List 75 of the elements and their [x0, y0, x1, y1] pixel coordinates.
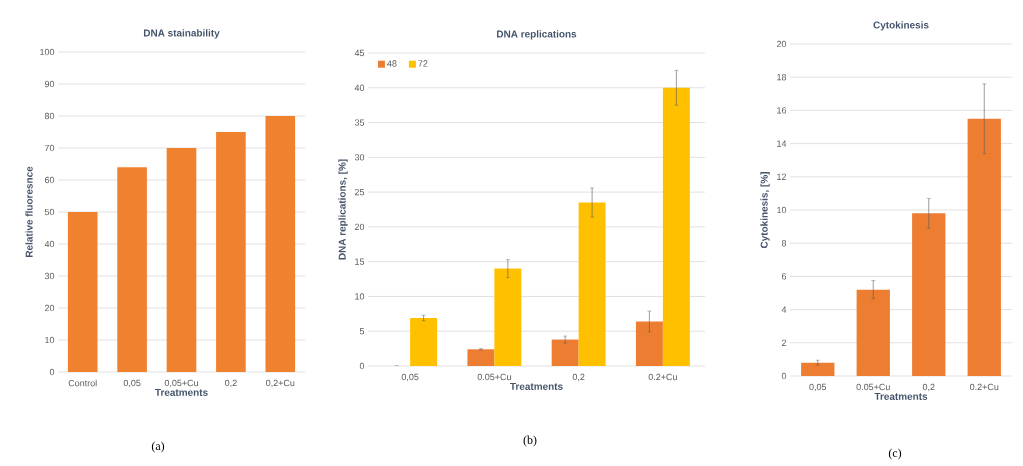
x-tick-label: 0,05	[809, 383, 827, 392]
x-tick-label: 0,05	[401, 373, 419, 382]
x-tick-label: 0.2+Cu	[970, 383, 999, 391]
text: (b)	[523, 435, 537, 447]
y-tick-label: 100	[40, 48, 55, 56]
legend-label: 48	[387, 60, 397, 67]
y-tick-label: 50	[44, 208, 55, 216]
chart-title: DNA replications	[497, 30, 577, 40]
y-tick-label: 90	[44, 80, 55, 88]
bar	[578, 202, 606, 366]
y-tick-label: 10	[777, 206, 787, 214]
y-tick-label: 20	[44, 304, 55, 312]
bar	[117, 167, 147, 372]
x-tick-label: 0.05+Cu	[477, 373, 511, 381]
text: (a)	[151, 441, 165, 453]
y-tick-label: 60	[44, 176, 55, 184]
y-tick-label: 45	[354, 49, 365, 57]
y-tick-label: 10	[45, 336, 55, 344]
bar	[551, 339, 579, 366]
y-axis-title: Relative fluoresnce	[25, 166, 33, 258]
y-tick-label: 30	[44, 272, 55, 280]
bar	[635, 321, 663, 366]
chart-title: Cytokinesis	[873, 21, 929, 31]
bar	[166, 148, 197, 372]
x-tick-label: 0,2	[225, 379, 237, 388]
bar	[216, 132, 246, 372]
bar	[912, 213, 946, 376]
y-tick-label: 15	[355, 258, 365, 265]
bar	[467, 349, 495, 366]
x-axis-title: Treatments	[510, 383, 563, 390]
bar	[67, 212, 98, 372]
x-axis-title: Treatments	[155, 389, 208, 396]
bar	[967, 118, 1001, 376]
y-axis-title: Cytokinesis, [%]	[760, 172, 770, 249]
text: (c)	[888, 448, 902, 460]
x-tick-label: 0.05+Cu	[856, 383, 890, 391]
x-tick-label: Control	[68, 379, 97, 387]
bar	[856, 289, 890, 376]
bar	[801, 362, 835, 376]
x-tick-label: 0,05+Cu	[164, 379, 198, 388]
y-tick-label: 25	[354, 188, 365, 196]
y-tick-label: 6	[781, 273, 787, 280]
y-tick-label: 18	[777, 74, 787, 81]
y-tick-label: 10	[355, 293, 365, 300]
y-tick-label: 20	[776, 40, 787, 48]
y-tick-label: 0	[49, 368, 55, 376]
bar	[662, 87, 690, 366]
x-tick-label: 0.2+Cu	[648, 373, 677, 381]
x-axis-title: Treatments	[874, 393, 928, 400]
x-tick-label: 0,2	[922, 383, 935, 392]
y-tick-label: 35	[354, 119, 365, 126]
y-tick-label: 80	[44, 112, 55, 120]
bar	[265, 116, 296, 372]
bar	[410, 318, 438, 366]
x-tick-label: 0,05	[123, 379, 141, 388]
legend-label: 72	[418, 60, 428, 67]
y-tick-label: 14	[777, 140, 787, 147]
y-tick-label: 8	[781, 240, 787, 247]
y-tick-label: 30	[354, 154, 365, 161]
bar	[494, 268, 522, 366]
y-tick-label: 20	[354, 223, 365, 231]
y-tick-label: 5	[359, 328, 365, 335]
y-tick-label: 40	[44, 240, 55, 248]
y-tick-label: 0	[359, 362, 365, 370]
y-tick-label: 40	[354, 84, 365, 91]
y-tick-label: 0	[781, 372, 787, 380]
chart-title: DNA stainability	[143, 29, 220, 39]
y-tick-label: 2	[781, 339, 787, 346]
x-tick-label: 0,2	[572, 373, 585, 382]
x-tick-label: 0,2+Cu	[266, 379, 295, 388]
y-tick-label: 12	[777, 173, 787, 180]
y-tick-label: 4	[781, 306, 787, 313]
y-tick-label: 70	[44, 144, 55, 152]
y-axis-title: DNA replications, [%]	[338, 159, 348, 260]
y-tick-label: 16	[777, 107, 787, 114]
